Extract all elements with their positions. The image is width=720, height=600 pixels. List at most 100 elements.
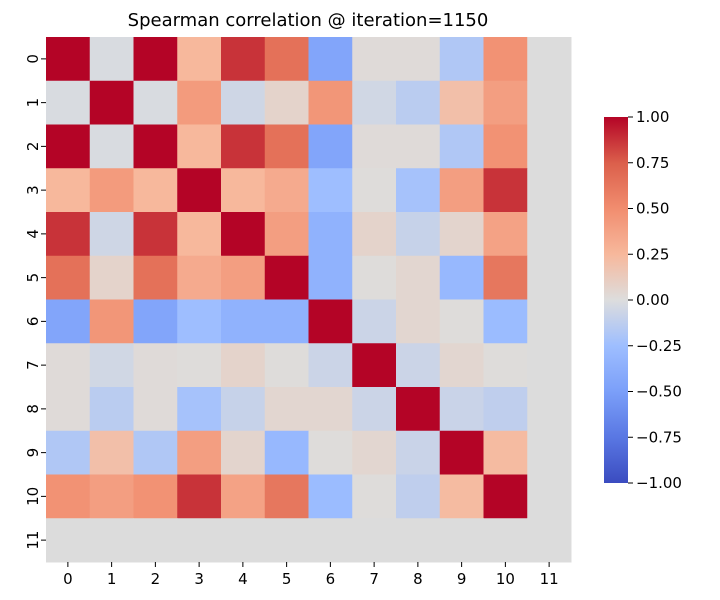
heatmap-cell-8-3 xyxy=(177,387,222,432)
heatmap-cell-4-10 xyxy=(483,212,528,257)
colorbar-tick-label-8: −1.00 xyxy=(636,474,682,492)
heatmap-cell-7-6 xyxy=(308,343,353,388)
heatmap-cell-2-0 xyxy=(46,124,91,169)
heatmap-cell-2-1 xyxy=(89,124,134,169)
y-tick-label-11: 11 xyxy=(24,531,42,550)
heatmap-cell-9-6 xyxy=(308,430,353,475)
heatmap-cell-1-6 xyxy=(308,80,353,125)
heatmap-cell-10-9 xyxy=(439,474,484,519)
y-axis-ticks: 0 1 2 3 4 5 6 7 8 9 10 11 xyxy=(24,54,46,550)
colorbar-tick-label-6: −0.50 xyxy=(636,383,682,401)
y-tick-label-10: 10 xyxy=(24,487,42,506)
heatmap-cell-6-11 xyxy=(527,299,572,344)
heatmap-cell-0-2 xyxy=(133,37,178,82)
colorbar xyxy=(604,117,628,483)
y-tick-label-6: 6 xyxy=(24,317,42,327)
heatmap-cell-9-5 xyxy=(264,430,309,475)
heatmap-cell-3-10 xyxy=(483,168,528,213)
heatmap-cell-11-8 xyxy=(396,518,441,563)
heatmap-cell-1-1 xyxy=(89,80,134,125)
heatmap-cell-5-8 xyxy=(396,255,441,300)
colorbar-tick-label-4: 0.00 xyxy=(636,291,669,309)
heatmap-cell-2-2 xyxy=(133,124,178,169)
heatmap-cell-2-6 xyxy=(308,124,353,169)
chart-title: Spearman correlation @ iteration=1150 xyxy=(128,10,489,31)
heatmap-cell-6-10 xyxy=(483,299,528,344)
heatmap-cell-3-0 xyxy=(46,168,91,213)
heatmap-cell-0-1 xyxy=(89,37,134,82)
colorbar-ticks: 1.00 0.75 0.50 0.25 0.00 −0.25 −0.50 −0.75 −1.00 xyxy=(628,108,682,492)
heatmap-cell-2-10 xyxy=(483,124,528,169)
heatmap-cell-2-9 xyxy=(439,124,484,169)
heatmap-cells xyxy=(46,37,572,563)
heatmap-cell-8-7 xyxy=(352,387,397,432)
heatmap-cell-2-11 xyxy=(527,124,572,169)
heatmap-cell-6-3 xyxy=(177,299,222,344)
y-tick-label-0: 0 xyxy=(24,54,42,64)
heatmap-cell-8-6 xyxy=(308,387,353,432)
heatmap-cell-9-1 xyxy=(89,430,134,475)
heatmap-cell-1-3 xyxy=(177,80,222,125)
heatmap-cell-1-2 xyxy=(133,80,178,125)
y-tick-label-7: 7 xyxy=(24,360,42,370)
heatmap-cell-3-6 xyxy=(308,168,353,213)
heatmap-cell-5-3 xyxy=(177,255,222,300)
heatmap-cell-3-9 xyxy=(439,168,484,213)
heatmap-cell-5-5 xyxy=(264,255,309,300)
heatmap-cell-0-6 xyxy=(308,37,353,82)
heatmap-cell-3-11 xyxy=(527,168,572,213)
heatmap-cell-11-3 xyxy=(177,518,222,563)
heatmap-cell-10-6 xyxy=(308,474,353,519)
x-tick-label-4: 4 xyxy=(238,570,248,588)
heatmap-cell-8-9 xyxy=(439,387,484,432)
heatmap-cell-5-9 xyxy=(439,255,484,300)
heatmap-cell-5-7 xyxy=(352,255,397,300)
heatmap-cell-10-3 xyxy=(177,474,222,519)
heatmap-cell-5-1 xyxy=(89,255,134,300)
heatmap-cell-8-10 xyxy=(483,387,528,432)
colorbar-tick-label-5: −0.25 xyxy=(636,337,682,355)
heatmap-cell-11-4 xyxy=(221,518,266,563)
y-tick-label-1: 1 xyxy=(24,98,42,108)
heatmap-cell-9-4 xyxy=(221,430,266,475)
heatmap-cell-8-0 xyxy=(46,387,91,432)
heatmap-cell-3-8 xyxy=(396,168,441,213)
heatmap-cell-6-7 xyxy=(352,299,397,344)
heatmap-cell-8-5 xyxy=(264,387,309,432)
y-tick-label-9: 9 xyxy=(24,448,42,458)
heatmap-cell-8-4 xyxy=(221,387,266,432)
heatmap-cell-9-7 xyxy=(352,430,397,475)
heatmap-cell-8-11 xyxy=(527,387,572,432)
colorbar-tick-label-2: 0.50 xyxy=(636,200,669,218)
y-tick-label-2: 2 xyxy=(24,142,42,152)
x-tick-label-7: 7 xyxy=(369,570,379,588)
heatmap-cell-9-9 xyxy=(439,430,484,475)
heatmap-cell-7-3 xyxy=(177,343,222,388)
heatmap-cell-4-2 xyxy=(133,212,178,257)
heatmap-cell-8-2 xyxy=(133,387,178,432)
heatmap-cell-9-0 xyxy=(46,430,91,475)
heatmap-cell-0-8 xyxy=(396,37,441,82)
x-tick-label-11: 11 xyxy=(540,570,559,588)
heatmap-cell-6-9 xyxy=(439,299,484,344)
heatmap-cell-5-2 xyxy=(133,255,178,300)
y-tick-label-4: 4 xyxy=(24,229,42,239)
colorbar-tick-label-1: 0.75 xyxy=(636,154,669,172)
heatmap-cell-10-5 xyxy=(264,474,309,519)
heatmap-cell-10-4 xyxy=(221,474,266,519)
heatmap-cell-10-2 xyxy=(133,474,178,519)
heatmap-cell-5-4 xyxy=(221,255,266,300)
heatmap-cell-7-8 xyxy=(396,343,441,388)
heatmap-cell-6-2 xyxy=(133,299,178,344)
heatmap-cell-11-1 xyxy=(89,518,134,563)
heatmap-cell-10-1 xyxy=(89,474,134,519)
heatmap-cell-4-6 xyxy=(308,212,353,257)
heatmap-cell-5-0 xyxy=(46,255,91,300)
heatmap-cell-11-11 xyxy=(527,518,572,563)
heatmap-cell-9-11 xyxy=(527,430,572,475)
heatmap-cell-7-4 xyxy=(221,343,266,388)
heatmap-cell-1-10 xyxy=(483,80,528,125)
x-tick-label-2: 2 xyxy=(151,570,161,588)
heatmap-cell-6-8 xyxy=(396,299,441,344)
heatmap-cell-3-2 xyxy=(133,168,178,213)
